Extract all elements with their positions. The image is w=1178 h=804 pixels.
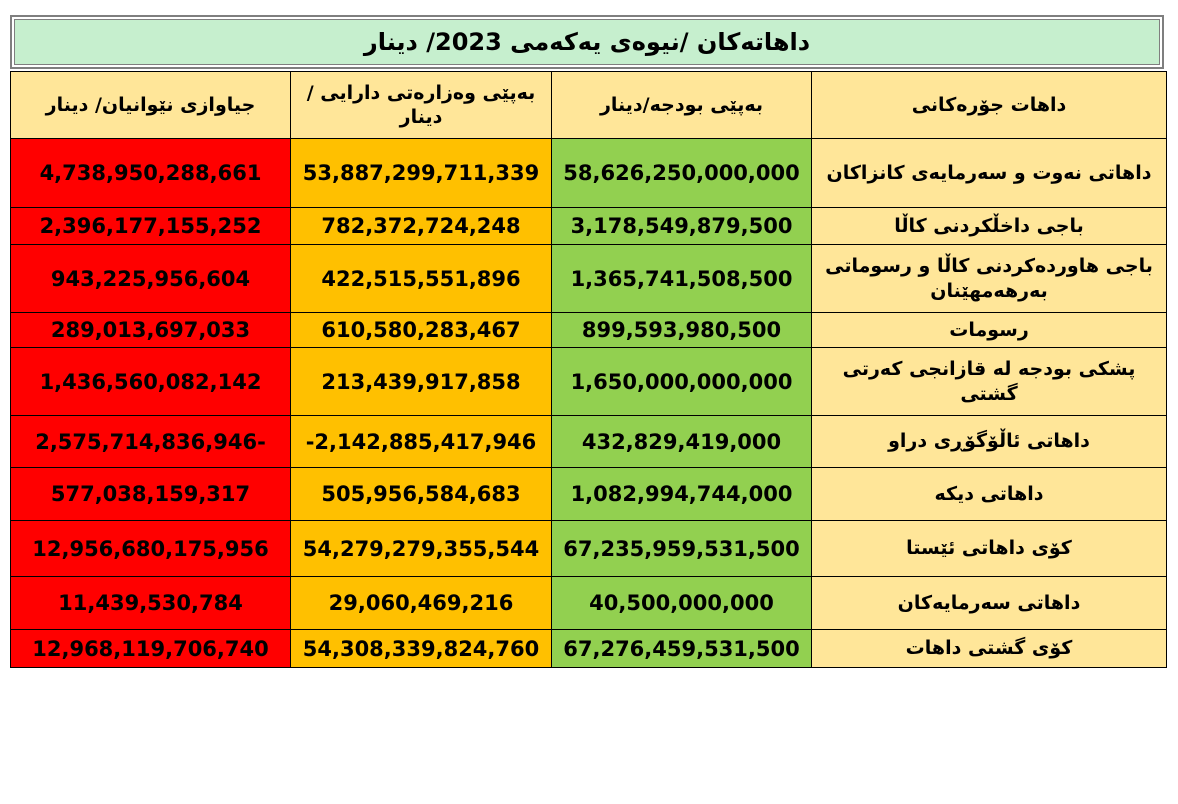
revenue-table: داهات جۆرەکانی بەپێی بودجە/دینار بەپێی و… — [10, 71, 1167, 668]
header-budget: بەپێی بودجە/دینار — [551, 71, 812, 139]
budget-cell: 432,829,419,000 — [551, 415, 812, 468]
budget-cell: 67,235,959,531,500 — [551, 520, 812, 577]
ministry-cell: 213,439,917,858 — [290, 347, 552, 416]
difference-cell: 2,396,177,155,252 — [10, 207, 291, 245]
difference-cell: 4,738,950,288,661 — [10, 138, 291, 208]
row-type-cell: داهاتی سەرمایەکان — [811, 576, 1167, 630]
ministry-cell: 505,956,584,683 — [290, 467, 552, 521]
ministry-cell: 610,580,283,467 — [290, 312, 552, 348]
table-row: داهاتی نەوت و سەرمایەی کانزاکان 58,626,25… — [10, 138, 1167, 208]
row-type-cell: کۆی داهاتی ئێستا — [811, 520, 1167, 577]
difference-cell: 289,013,697,033 — [10, 312, 291, 348]
row-type-cell: رسومات — [811, 312, 1167, 348]
difference-cell: 943,225,956,604 — [10, 244, 291, 313]
ministry-cell: -2,142,885,417,946 — [290, 415, 552, 468]
row-type-cell: داهاتی ئاڵۆگۆڕی دراو — [811, 415, 1167, 468]
budget-cell: 1,082,994,744,000 — [551, 467, 812, 521]
budget-cell: 58,626,250,000,000 — [551, 138, 812, 208]
row-type-cell: باجی هاوردەکردنی کاڵا و رسوماتی بەرهەمهێ… — [811, 244, 1167, 313]
budget-cell: 1,365,741,508,500 — [551, 244, 812, 313]
difference-cell: 12,968,119,706,740 — [10, 629, 291, 668]
table-row: پشکی بودجە لە قازانجی کەرتی گشتی 1,650,00… — [10, 347, 1167, 416]
budget-cell: 3,178,549,879,500 — [551, 207, 812, 245]
ministry-cell: 53,887,299,711,339 — [290, 138, 552, 208]
table-row: داهاتی ئاڵۆگۆڕی دراو 432,829,419,000 -2,14… — [10, 415, 1167, 468]
difference-cell: 1,436,560,082,142 — [10, 347, 291, 416]
row-type-cell: باجی داخڵکردنی کاڵا — [811, 207, 1167, 245]
table-row: داهاتی سەرمایەکان 40,500,000,000 29,060,46… — [10, 576, 1167, 630]
table-row: کۆی داهاتی ئێستا 67,235,959,531,500 54,279… — [10, 520, 1167, 577]
ministry-cell: 54,279,279,355,544 — [290, 520, 552, 577]
budget-cell: 1,650,000,000,000 — [551, 347, 812, 416]
ministry-cell: 422,515,551,896 — [290, 244, 552, 313]
header-row: داهات جۆرەکانی بەپێی بودجە/دینار بەپێی و… — [10, 71, 1167, 139]
ministry-cell: 54,308,339,824,760 — [290, 629, 552, 668]
row-type-cell: داهاتی دیکە — [811, 467, 1167, 521]
row-type-cell: پشکی بودجە لە قازانجی کەرتی گشتی — [811, 347, 1167, 416]
difference-cell: 11,439,530,784 — [10, 576, 291, 630]
budget-cell: 67,276,459,531,500 — [551, 629, 812, 668]
ministry-cell: 29,060,469,216 — [290, 576, 552, 630]
difference-cell: 12,956,680,175,956 — [10, 520, 291, 577]
table-row: رسومات 899,593,980,500 610,580,283,467 289,… — [10, 312, 1167, 348]
ministry-cell: 782,372,724,248 — [290, 207, 552, 245]
header-difference: جیاوازی نێوانیان/ دینار — [10, 71, 291, 139]
table-row: باجی داخڵکردنی کاڵا 3,178,549,879,500 782,… — [10, 207, 1167, 245]
table-row: کۆی گشتی داهات 67,276,459,531,500 54,308,3… — [10, 629, 1167, 668]
budget-cell: 899,593,980,500 — [551, 312, 812, 348]
difference-cell: 2,575,714,836,946- — [10, 415, 291, 468]
row-type-cell: داهاتی نەوت و سەرمایەی کانزاکان — [811, 138, 1167, 208]
table-title: داهاتەکان /نیوەی یەکەمی 2023/ دینار — [10, 15, 1164, 69]
header-ministry: بەپێی وەزارەتی دارایی /دینار — [290, 71, 552, 139]
table-row: داهاتی دیکە 1,082,994,744,000 505,956,584,… — [10, 467, 1167, 521]
difference-cell: 577,038,159,317 — [10, 467, 291, 521]
row-type-cell: کۆی گشتی داهات — [811, 629, 1167, 668]
table-row: باجی هاوردەکردنی کاڵا و رسوماتی بەرهەمهێ… — [10, 244, 1167, 313]
budget-cell: 40,500,000,000 — [551, 576, 812, 630]
header-type: داهات جۆرەکانی — [811, 71, 1167, 139]
